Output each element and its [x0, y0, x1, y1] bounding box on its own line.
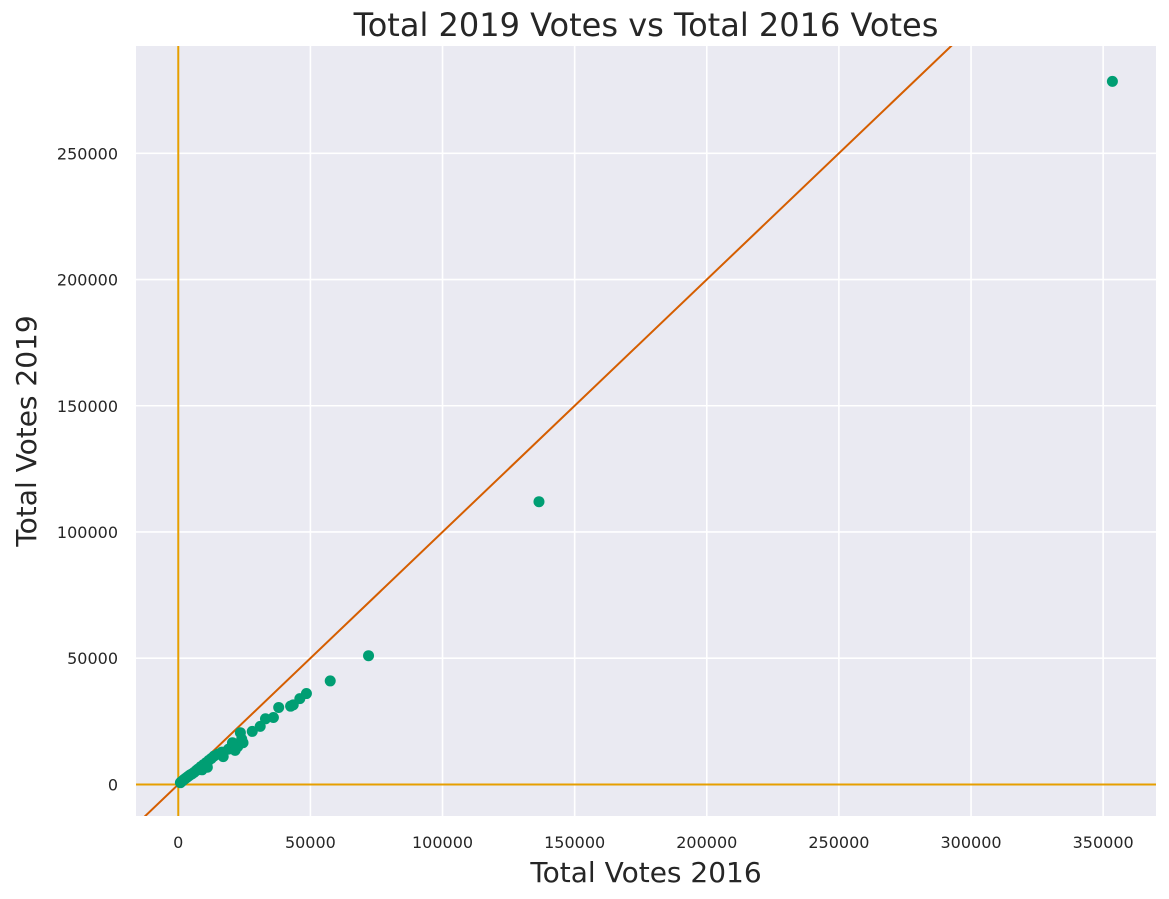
- x-tick-label: 350000: [1073, 833, 1134, 852]
- data-point: [201, 761, 213, 773]
- y-tick-label: 200000: [57, 271, 118, 290]
- x-tick-label: 200000: [676, 833, 737, 852]
- data-points: [174, 75, 1118, 789]
- x-tick-label: 300000: [940, 833, 1001, 852]
- data-point: [324, 675, 336, 687]
- x-tick-label: 150000: [544, 833, 605, 852]
- x-tick-labels: 0 50000 100000 150000 200000 250000 300000 3500…: [173, 833, 1134, 852]
- x-tick-label: 250000: [808, 833, 869, 852]
- data-point: [300, 688, 312, 700]
- x-tick-label: 50000: [285, 833, 336, 852]
- data-point: [533, 496, 545, 508]
- x-tick-label: 100000: [412, 833, 473, 852]
- data-point: [363, 650, 375, 662]
- chart-title: Total 2019 Votes vs Total 2016 Votes: [353, 6, 939, 44]
- data-point: [1106, 75, 1118, 87]
- y-axis-title: Total Votes 2019: [10, 315, 43, 547]
- y-tick-labels: 0 50000 100000 150000 200000 250000: [57, 144, 118, 794]
- x-axis-title: Total Votes 2016: [529, 856, 761, 889]
- grid-lines: [136, 46, 1156, 816]
- plot-area: [136, 46, 1156, 816]
- y-tick-label: 150000: [57, 397, 118, 416]
- data-point: [267, 712, 279, 724]
- identity-line: [143, 46, 953, 816]
- y-tick-label: 250000: [57, 144, 118, 163]
- y-tick-label: 0: [108, 775, 118, 794]
- data-point: [237, 737, 249, 749]
- y-tick-label: 100000: [57, 523, 118, 542]
- y-tick-label: 50000: [67, 649, 118, 668]
- data-point: [273, 701, 285, 713]
- reference-lines: [136, 46, 1156, 816]
- data-point: [246, 725, 258, 737]
- x-tick-label: 0: [173, 833, 183, 852]
